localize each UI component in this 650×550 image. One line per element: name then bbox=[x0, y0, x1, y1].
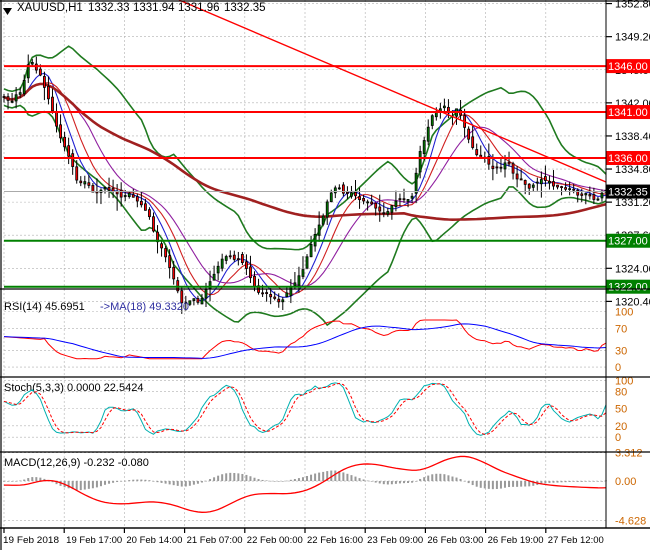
svg-text:1338.40: 1338.40 bbox=[615, 131, 650, 143]
svg-text:0.00: 0.00 bbox=[615, 476, 636, 488]
svg-text:19 Feb 17:00: 19 Feb 17:00 bbox=[66, 535, 122, 545]
svg-text:1332.35: 1332.35 bbox=[224, 2, 266, 14]
svg-text:26 Feb 03:00: 26 Feb 03:00 bbox=[427, 535, 483, 545]
svg-text:3.312: 3.312 bbox=[615, 448, 643, 460]
svg-text:1341.00: 1341.00 bbox=[608, 107, 648, 119]
svg-text:MACD(12,26,9) -0.232 -0.080: MACD(12,26,9) -0.232 -0.080 bbox=[4, 457, 149, 469]
svg-text:1332.33: 1332.33 bbox=[88, 2, 130, 14]
svg-text:22 Feb 00:00: 22 Feb 00:00 bbox=[247, 535, 303, 545]
svg-text:50: 50 bbox=[615, 404, 627, 416]
svg-text:1336.00: 1336.00 bbox=[608, 153, 648, 165]
svg-text:80: 80 bbox=[615, 387, 627, 399]
svg-text:->MA(18) 49.3320: ->MA(18) 49.3320 bbox=[100, 301, 189, 313]
svg-text:0: 0 bbox=[615, 432, 621, 444]
svg-text:19 Feb 2018: 19 Feb 2018 bbox=[3, 535, 59, 545]
svg-text:1331.20: 1331.20 bbox=[615, 197, 650, 209]
svg-text:0: 0 bbox=[615, 362, 621, 374]
svg-text:1324.00: 1324.00 bbox=[615, 263, 650, 275]
svg-text:1334.80: 1334.80 bbox=[615, 164, 650, 176]
svg-text:1346.00: 1346.00 bbox=[608, 61, 648, 73]
svg-text:30: 30 bbox=[615, 345, 627, 357]
svg-text:1327.00: 1327.00 bbox=[608, 236, 648, 248]
svg-text:1332.35: 1332.35 bbox=[608, 187, 648, 199]
svg-text:21 Feb 07:00: 21 Feb 07:00 bbox=[187, 535, 243, 545]
svg-text:1331.94: 1331.94 bbox=[133, 2, 175, 14]
svg-text:RSI(14) 45.6951: RSI(14) 45.6951 bbox=[4, 301, 85, 313]
svg-text:1331.96: 1331.96 bbox=[178, 2, 220, 14]
svg-text:-4.628: -4.628 bbox=[615, 516, 646, 528]
svg-text:20 Feb 14:00: 20 Feb 14:00 bbox=[126, 535, 182, 545]
svg-text:100: 100 bbox=[615, 307, 633, 319]
svg-text:1322.00: 1322.00 bbox=[608, 282, 648, 294]
svg-text:26 Feb 19:00: 26 Feb 19:00 bbox=[488, 535, 544, 545]
svg-text:23 Feb 09:00: 23 Feb 09:00 bbox=[367, 535, 423, 545]
svg-text:1349.20: 1349.20 bbox=[615, 32, 650, 44]
svg-text:70: 70 bbox=[615, 323, 627, 335]
svg-text:Stoch(5,3,3) 0.0000 22.5424: Stoch(5,3,3) 0.0000 22.5424 bbox=[4, 382, 143, 394]
svg-text:22 Feb 16:00: 22 Feb 16:00 bbox=[307, 535, 363, 545]
svg-text:XAUUSD,H1: XAUUSD,H1 bbox=[17, 2, 83, 14]
svg-text:20: 20 bbox=[615, 421, 627, 433]
svg-text:27 Feb 12:00: 27 Feb 12:00 bbox=[548, 535, 604, 545]
